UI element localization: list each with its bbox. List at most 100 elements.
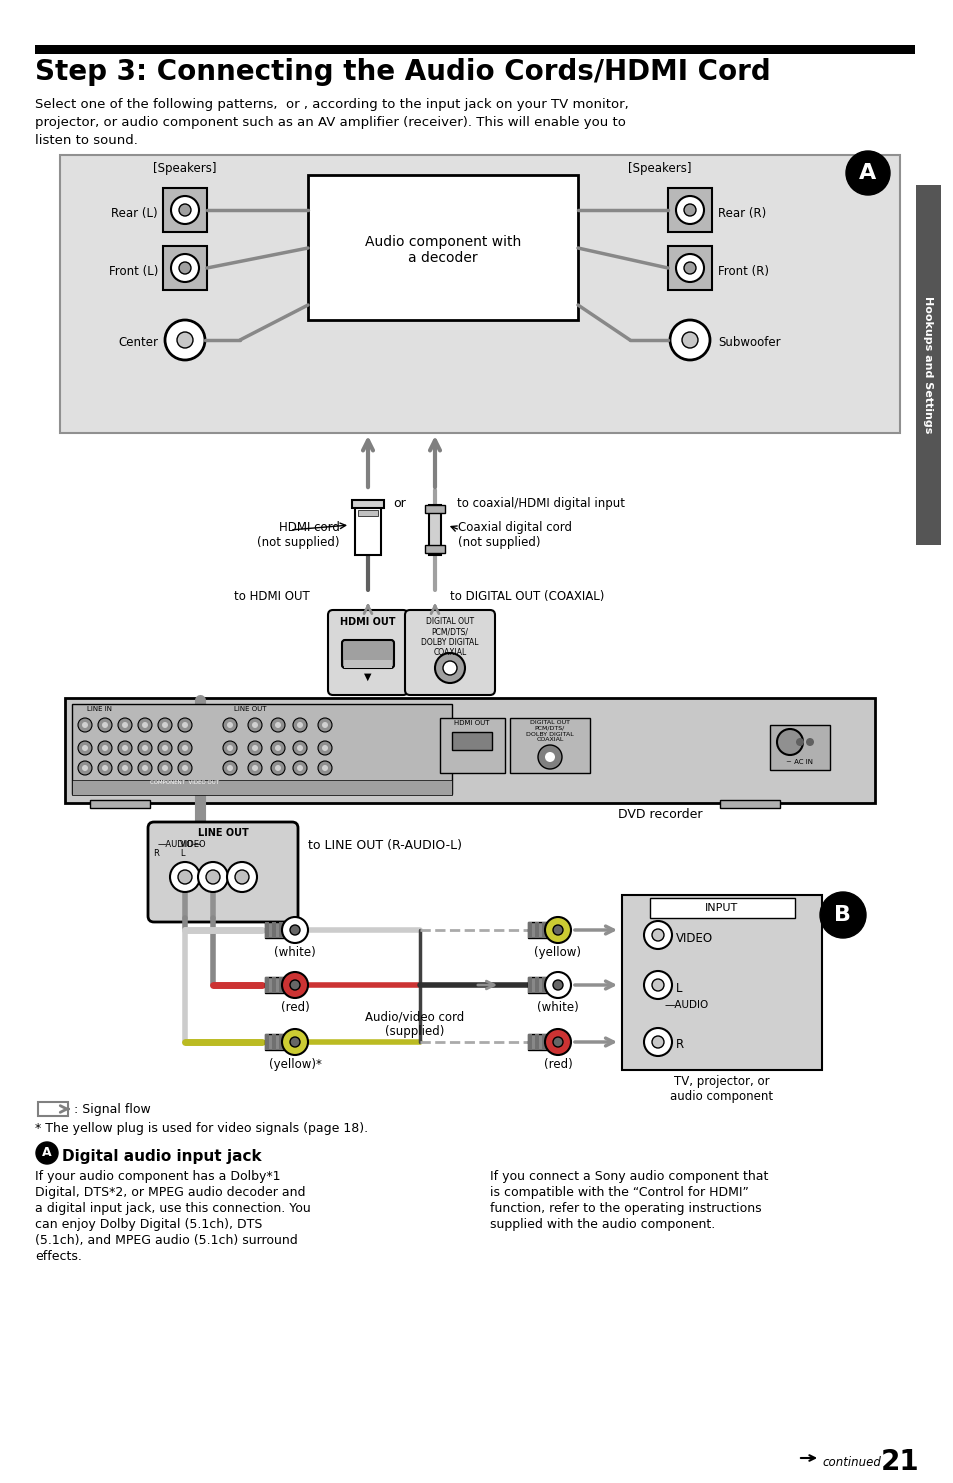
Circle shape bbox=[82, 765, 88, 771]
Bar bbox=[265, 922, 269, 939]
Bar bbox=[308, 175, 578, 320]
Bar bbox=[265, 1034, 293, 1050]
Text: INPUT: INPUT bbox=[704, 903, 738, 914]
Circle shape bbox=[296, 744, 303, 750]
Text: (red): (red) bbox=[280, 1001, 309, 1014]
Text: supplied with the audio component.: supplied with the audio component. bbox=[490, 1218, 715, 1231]
Bar bbox=[272, 1034, 275, 1050]
Text: HDMI OUT: HDMI OUT bbox=[340, 617, 395, 627]
Circle shape bbox=[178, 718, 192, 733]
Circle shape bbox=[178, 761, 192, 776]
Bar bbox=[527, 1034, 532, 1050]
Text: Subwoofer: Subwoofer bbox=[718, 337, 780, 350]
Circle shape bbox=[322, 765, 328, 771]
Text: (5.1ch), and MPEG audio (5.1ch) surround: (5.1ch), and MPEG audio (5.1ch) surround bbox=[35, 1234, 297, 1247]
Circle shape bbox=[223, 718, 236, 733]
Circle shape bbox=[293, 761, 307, 776]
Text: R: R bbox=[676, 1038, 683, 1051]
FancyBboxPatch shape bbox=[341, 641, 394, 667]
Text: DIGITAL OUT
PCM/DTS/
DOLBY DIGITAL
COAXIAL: DIGITAL OUT PCM/DTS/ DOLBY DIGITAL COAXI… bbox=[525, 721, 574, 743]
Bar bbox=[272, 977, 275, 994]
Circle shape bbox=[36, 1142, 58, 1164]
Circle shape bbox=[227, 765, 233, 771]
Circle shape bbox=[248, 742, 262, 755]
Circle shape bbox=[102, 765, 108, 771]
Circle shape bbox=[248, 761, 262, 776]
Circle shape bbox=[102, 744, 108, 750]
Text: projector, or audio component such as an AV amplifier (receiver). This will enab: projector, or audio component such as an… bbox=[35, 116, 625, 129]
Text: A: A bbox=[859, 163, 876, 182]
Bar bbox=[621, 896, 821, 1071]
Text: Hookups and Settings: Hookups and Settings bbox=[923, 297, 932, 433]
Circle shape bbox=[122, 765, 128, 771]
Text: a digital input jack, use this connection. You: a digital input jack, use this connectio… bbox=[35, 1203, 311, 1215]
Circle shape bbox=[296, 765, 303, 771]
Text: —AUDIO: —AUDIO bbox=[664, 1000, 708, 1010]
Bar bbox=[667, 246, 711, 291]
Bar bbox=[265, 977, 293, 994]
Text: Rear (L): Rear (L) bbox=[112, 206, 158, 219]
Text: [Speakers]: [Speakers] bbox=[628, 162, 691, 175]
Circle shape bbox=[98, 761, 112, 776]
Bar bbox=[541, 922, 545, 939]
Circle shape bbox=[553, 1037, 562, 1047]
Text: function, refer to the operating instructions: function, refer to the operating instruc… bbox=[490, 1203, 760, 1215]
Circle shape bbox=[118, 761, 132, 776]
Text: If you connect a Sony audio component that: If you connect a Sony audio component th… bbox=[490, 1170, 767, 1183]
Bar bbox=[163, 246, 207, 291]
Circle shape bbox=[158, 718, 172, 733]
Text: (yellow): (yellow) bbox=[534, 946, 581, 960]
Circle shape bbox=[178, 871, 192, 884]
Bar bbox=[35, 44, 914, 53]
Circle shape bbox=[142, 722, 148, 728]
Text: ▼: ▼ bbox=[364, 672, 372, 682]
Circle shape bbox=[676, 254, 703, 282]
Circle shape bbox=[317, 761, 332, 776]
Text: Step 3: Connecting the Audio Cords/HDMI Cord: Step 3: Connecting the Audio Cords/HDMI … bbox=[35, 58, 770, 86]
Text: Select one of the following patterns,  or , according to the input jack on your : Select one of the following patterns, or… bbox=[35, 98, 628, 111]
Circle shape bbox=[78, 761, 91, 776]
Circle shape bbox=[227, 862, 256, 891]
Bar bbox=[60, 156, 899, 433]
FancyBboxPatch shape bbox=[328, 610, 408, 696]
Bar bbox=[357, 510, 377, 516]
Circle shape bbox=[544, 1029, 571, 1054]
Circle shape bbox=[274, 765, 281, 771]
Circle shape bbox=[683, 205, 696, 217]
Circle shape bbox=[651, 1037, 663, 1048]
Text: B: B bbox=[834, 905, 851, 925]
Text: LINE OUT: LINE OUT bbox=[233, 706, 266, 712]
Bar bbox=[90, 799, 150, 808]
Bar bbox=[278, 1034, 283, 1050]
Circle shape bbox=[271, 718, 285, 733]
Circle shape bbox=[282, 1029, 308, 1054]
Circle shape bbox=[78, 718, 91, 733]
Circle shape bbox=[271, 742, 285, 755]
Circle shape bbox=[643, 1028, 671, 1056]
Bar bbox=[265, 1034, 269, 1050]
Circle shape bbox=[162, 765, 168, 771]
Text: A: A bbox=[42, 1146, 51, 1160]
Bar bbox=[163, 188, 207, 231]
Circle shape bbox=[227, 722, 233, 728]
Text: HDMI OUT: HDMI OUT bbox=[454, 721, 489, 727]
Circle shape bbox=[118, 718, 132, 733]
Bar bbox=[527, 977, 556, 994]
Text: L: L bbox=[676, 982, 681, 995]
Bar bbox=[452, 733, 492, 750]
Circle shape bbox=[290, 925, 299, 934]
Text: (red): (red) bbox=[543, 1057, 572, 1071]
Circle shape bbox=[290, 980, 299, 991]
Circle shape bbox=[227, 744, 233, 750]
Circle shape bbox=[681, 332, 698, 349]
Circle shape bbox=[274, 722, 281, 728]
Circle shape bbox=[651, 979, 663, 991]
Text: continued: continued bbox=[821, 1455, 880, 1468]
Circle shape bbox=[282, 916, 308, 943]
Text: or: or bbox=[394, 497, 406, 510]
Circle shape bbox=[271, 761, 285, 776]
Text: If your audio component has a Dolby*1: If your audio component has a Dolby*1 bbox=[35, 1170, 280, 1183]
Text: Coaxial digital cord
(not supplied): Coaxial digital cord (not supplied) bbox=[457, 521, 572, 549]
Circle shape bbox=[165, 320, 205, 360]
Circle shape bbox=[102, 722, 108, 728]
